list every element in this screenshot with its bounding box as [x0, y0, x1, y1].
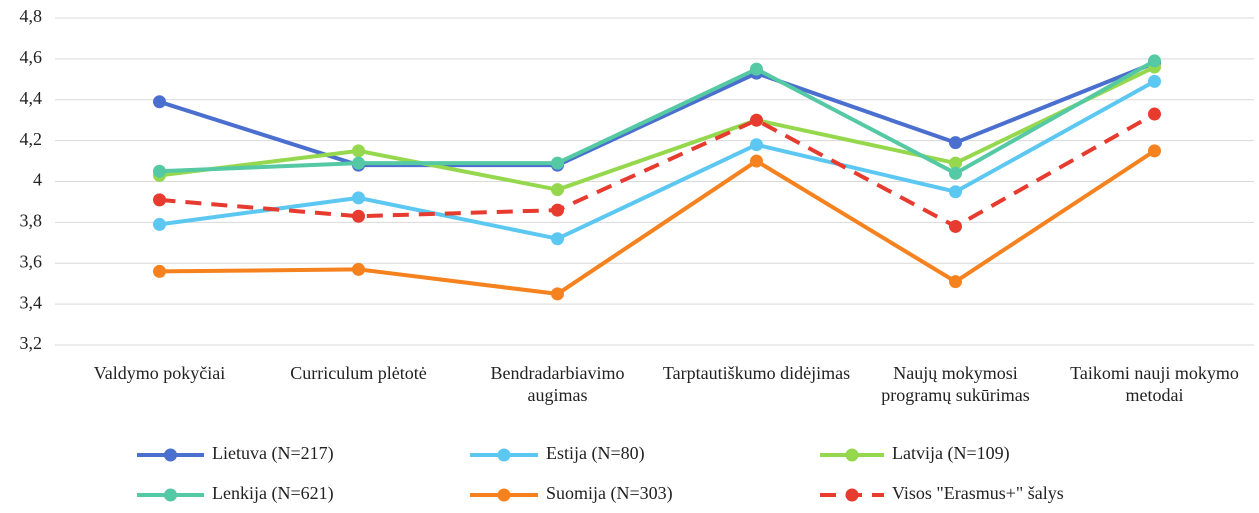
legend-label: Estija (N=80)	[546, 443, 645, 464]
point	[1148, 74, 1161, 88]
point	[551, 203, 564, 217]
point	[750, 113, 763, 127]
y-tick-label: 4	[33, 170, 42, 190]
point	[352, 191, 365, 205]
x-tick-label: Tarptautiškumo didėjimas	[662, 363, 851, 383]
y-tick-label: 3,8	[20, 211, 43, 231]
legend-label: Suomija (N=303)	[546, 483, 673, 504]
series-line	[159, 149, 1156, 296]
point	[949, 166, 962, 180]
point	[352, 262, 365, 276]
y-tick-label: 3,4	[20, 292, 43, 312]
legend-label: Lenkija (N=621)	[212, 483, 334, 504]
point	[352, 144, 365, 158]
point	[153, 264, 166, 278]
legend-marker	[164, 488, 177, 502]
legend-label: Latvija (N=109)	[892, 443, 1010, 464]
series-line	[159, 65, 1156, 192]
y-tick-label: 4,8	[20, 6, 43, 26]
x-tick-label: Bendradarbiavimo augimas	[490, 363, 625, 405]
point	[153, 217, 166, 231]
x-tick-label: Valdymo pokyčiai	[93, 363, 226, 383]
x-tick-label: Curriculum plėtotė	[290, 363, 427, 383]
legend-marker	[164, 448, 177, 462]
point	[153, 95, 166, 109]
y-tick-label: 4,2	[20, 129, 43, 149]
point	[551, 156, 564, 170]
legend-label: Visos "Erasmus+" šalys	[892, 483, 1064, 503]
legend-marker	[497, 448, 511, 462]
point	[750, 154, 763, 168]
series-line	[159, 79, 1156, 241]
point	[352, 156, 365, 170]
point	[551, 232, 564, 246]
point	[153, 164, 166, 178]
point	[551, 287, 564, 301]
y-tick-label: 4,6	[20, 47, 43, 67]
point	[1148, 144, 1161, 158]
series-line	[159, 59, 1156, 176]
series-line	[159, 112, 1156, 229]
point	[551, 183, 564, 197]
point	[1148, 107, 1161, 121]
point	[949, 185, 962, 199]
point	[949, 219, 962, 233]
point	[750, 138, 763, 152]
point	[949, 275, 962, 289]
legend-marker	[845, 448, 859, 462]
point	[1148, 54, 1161, 68]
legend-label: Lietuva (N=217)	[212, 443, 334, 464]
x-tick-label: Taikomi nauji mokymo metodai	[1070, 363, 1239, 405]
point	[153, 193, 166, 207]
y-tick-label: 3,6	[20, 251, 43, 271]
point	[352, 209, 365, 223]
point	[949, 136, 962, 150]
y-tick-label: 4,4	[20, 88, 43, 108]
y-tick-label: 3,2	[20, 333, 43, 353]
legend-marker	[845, 488, 859, 502]
legend-marker	[497, 488, 511, 502]
x-tick-label: Naujų mokymosi programų sukūrimas	[881, 363, 1030, 405]
point	[949, 156, 962, 170]
point	[750, 62, 763, 76]
